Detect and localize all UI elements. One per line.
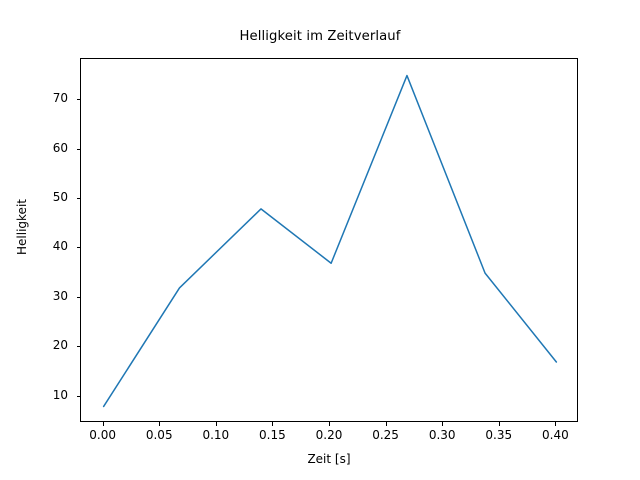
x-tick-label: 0.05 [145,428,173,442]
chart-title: Helligkeit im Zeitverlauf [239,29,401,44]
y-tick-mark [76,395,80,397]
x-tick-label: 0.20 [315,428,343,442]
y-tick-label: 40 [52,239,68,254]
x-tick-mark [329,422,330,426]
x-axis-label: Zeit [s] [307,452,351,466]
y-tick-label: 60 [52,140,68,155]
x-tick-mark [385,422,387,426]
y-tick-label: 10 [52,387,68,402]
x-tick-mark [555,422,557,426]
y-tick-mark [76,296,80,298]
x-tick-label: 0.25 [372,428,399,442]
y-tick-mark [76,148,80,150]
x-tick-label: 0.15 [259,428,286,442]
x-tick-mark [498,422,500,426]
x-tick-mark [442,422,444,426]
x-tick-label: 0.30 [428,428,456,442]
y-axis-label: Helligkeit [15,199,29,255]
line-series-svg [102,74,558,408]
y-tick-label: 70 [52,91,68,106]
y-tick-mark [76,247,80,249]
x-tick-mark [159,422,161,426]
data-line-helligkeit [102,74,558,408]
plot-area [80,58,578,422]
y-tick-mark [76,198,80,200]
y-tick-mark [76,346,80,348]
y-tick-mark [76,99,80,101]
x-tick-mark [102,422,104,426]
y-tick-label: 20 [52,338,68,353]
x-tick-label: 0.10 [202,428,230,442]
x-tick-mark [272,422,274,426]
x-tick-label: 0.40 [542,428,569,442]
x-tick-label: 0.00 [89,428,116,442]
y-tick-label: 30 [52,288,68,303]
x-tick-label: 0.35 [485,428,513,442]
x-tick-mark [215,422,217,426]
y-tick-label: 50 [52,190,68,205]
